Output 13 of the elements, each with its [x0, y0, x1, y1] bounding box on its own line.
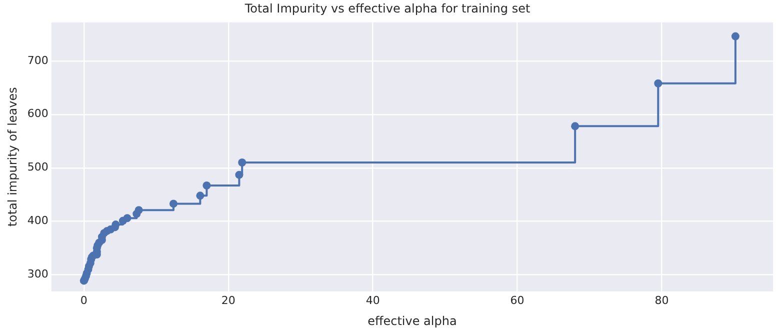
- x-tick-label: 40: [366, 294, 380, 307]
- y-tick-label: 300: [27, 268, 48, 281]
- x-tick-label: 60: [510, 294, 524, 307]
- chart-title: Total Impurity vs effective alpha for training set: [244, 1, 530, 16]
- y-axis-title: total impurity of leaves: [5, 87, 20, 227]
- x-tick-label: 80: [654, 294, 669, 307]
- x-tick-label: 0: [80, 294, 88, 307]
- y-tick-label: 600: [27, 107, 48, 120]
- y-tick-label: 400: [27, 214, 48, 228]
- y-tick-label: 500: [27, 160, 48, 174]
- x-axis-title: effective alpha: [368, 314, 457, 328]
- x-tick-label: 20: [221, 294, 236, 307]
- y-tick-label: 700: [27, 54, 48, 67]
